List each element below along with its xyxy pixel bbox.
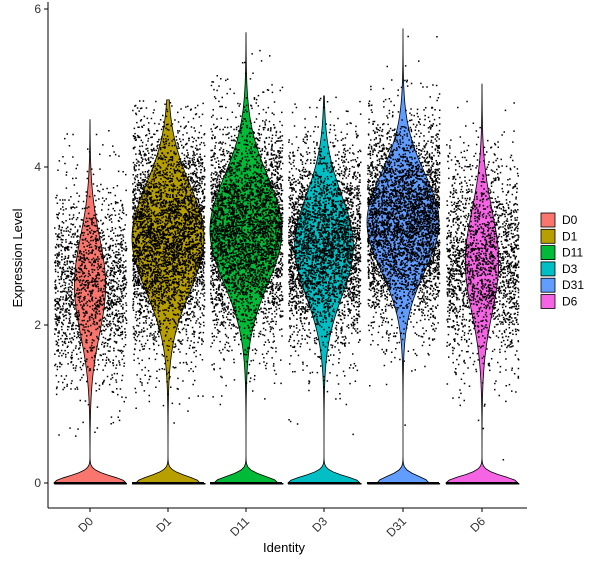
points-d0 xyxy=(54,130,128,485)
legend-label: D1 xyxy=(562,229,578,243)
legend-label: D0 xyxy=(562,213,578,227)
x-tick-label: D3 xyxy=(309,514,330,535)
points-d1 xyxy=(132,100,206,485)
y-tick-label: 0 xyxy=(34,476,41,490)
jitter-d1 xyxy=(132,100,206,485)
violin-d3 xyxy=(286,95,362,484)
x-tick-label: D6 xyxy=(467,514,488,535)
legend-label: D11 xyxy=(562,246,583,260)
legend-swatch xyxy=(540,277,556,293)
points-d3 xyxy=(288,96,362,485)
points-d31 xyxy=(367,35,441,485)
legend-item-d31: D31 xyxy=(540,277,584,293)
points-d11 xyxy=(210,49,284,485)
legend-label: D3 xyxy=(562,262,578,276)
y-ticks: 0 2 4 6 xyxy=(34,2,48,490)
legend-swatch xyxy=(540,228,556,244)
legend-label: D31 xyxy=(562,278,584,292)
y-tick-label: 2 xyxy=(34,318,41,332)
jitter-d0 xyxy=(54,130,128,485)
legend-swatch xyxy=(540,245,556,261)
jitter-d31 xyxy=(367,35,441,485)
jitter-d11 xyxy=(210,49,284,485)
violin-d11 xyxy=(209,32,283,484)
x-tick-label: D1 xyxy=(153,514,174,535)
legend-label: D6 xyxy=(562,295,578,309)
jitter-d3 xyxy=(288,96,362,485)
jitter-points-layer xyxy=(54,35,520,485)
y-tick-label: 4 xyxy=(34,160,41,174)
legend: D0 D1 D11 D3 D31 D6 xyxy=(540,212,584,309)
legend-swatch xyxy=(540,294,556,309)
x-tick-label: D11 xyxy=(227,514,252,539)
legend-item-d3: D3 xyxy=(540,261,578,277)
legend-item-d6: D6 xyxy=(540,294,578,309)
legend-swatch xyxy=(540,261,556,277)
legend-item-d1: D1 xyxy=(540,228,578,244)
legend-item-d11: D11 xyxy=(540,245,583,261)
x-tick-label: D31 xyxy=(384,514,410,540)
y-tick-label: 6 xyxy=(34,2,41,16)
x-axis-title: Identity xyxy=(263,540,305,555)
legend-swatch xyxy=(540,212,556,228)
x-tick-label: D0 xyxy=(75,514,96,535)
x-ticks: D0 D1 D11 D3 D31 D6 xyxy=(75,508,488,540)
points-d6 xyxy=(446,100,520,485)
legend-item-d0: D0 xyxy=(540,212,578,228)
y-axis-title: Expression Level xyxy=(10,208,25,307)
